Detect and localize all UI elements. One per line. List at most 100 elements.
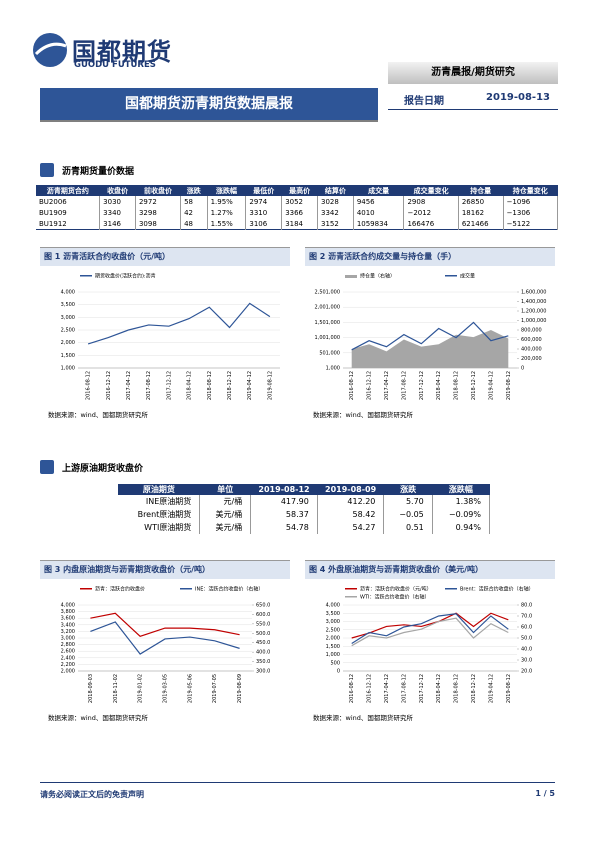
date-label: 报告日期 xyxy=(404,96,444,107)
cell: 1.38% xyxy=(432,495,491,508)
y2-tick-label: 80.0 xyxy=(521,603,532,609)
y-tick-label: 1,500 xyxy=(326,644,340,650)
cell: −0.05 xyxy=(383,508,433,521)
cell: 9456 xyxy=(353,196,405,207)
legend-swatch xyxy=(445,588,457,590)
cell: 4010 xyxy=(353,207,405,218)
cell: 166476 xyxy=(403,218,459,230)
cell: 5.70 xyxy=(383,495,433,508)
cell: 54.27 xyxy=(317,521,385,534)
x-tick-label: 2017-12-12 xyxy=(419,371,425,400)
heading-text: 沥青期货量价数据 xyxy=(62,166,135,177)
y-tick-label: 4,000 xyxy=(61,603,75,609)
cell: 48 xyxy=(180,218,208,230)
line xyxy=(351,612,509,639)
y2-tick-label: 600.0 xyxy=(256,612,270,618)
y2-tick-label: 60.0 xyxy=(521,625,532,631)
y-tick-label: 0 xyxy=(337,669,340,675)
legend-swatch xyxy=(445,275,457,277)
header-cell: 涨跌幅 xyxy=(207,185,246,196)
x-tick-label: 2017-12-12 xyxy=(419,674,425,703)
y2-tick-label: 1,000,000 xyxy=(521,318,546,324)
cell: 3098 xyxy=(135,218,182,230)
x-tick-label: 2016-12-12 xyxy=(367,674,373,703)
cell: 3184 xyxy=(281,218,318,230)
header-row: 原油期货 单位 2019-08-12 2019-08-09 涨跌 涨跌幅 xyxy=(118,484,490,495)
y-tick-label: 2,200 xyxy=(61,662,75,668)
legend-swatch xyxy=(345,588,357,590)
y-tick-label: 2,600 xyxy=(61,649,75,655)
line xyxy=(351,617,509,647)
x-tick-label: 2018-04-12 xyxy=(436,674,442,703)
figure: 图 1 沥青活跃合约收盘价（元/吨） 1,000 1,500 2,000 2,500 3,… xyxy=(40,247,290,408)
legend-swatch xyxy=(345,596,357,598)
figure-source: 数据来源：wind、国都期货研究所 xyxy=(313,411,413,419)
header-cell: 涨跌 xyxy=(180,185,208,196)
x-tick-label: 2017-08-12 xyxy=(401,371,407,400)
y-tick-label: 3,000 xyxy=(61,315,75,321)
legend-swatch xyxy=(180,588,192,590)
x-tick-label: 2017-12-12 xyxy=(166,371,172,400)
cell: WTI原油期货 xyxy=(118,521,201,534)
x-tick-label: 2016-08-12 xyxy=(86,371,92,400)
cell: 3298 xyxy=(135,207,182,218)
header-cell: 持仓量 xyxy=(458,185,504,196)
cell: −1306 xyxy=(503,207,559,218)
y2-tick-label: 1,600,000 xyxy=(521,290,546,296)
cell: 42 xyxy=(180,207,208,218)
section-heading: 沥青期货量价数据 xyxy=(40,163,134,177)
cell: 2972 xyxy=(135,196,182,207)
x-tick-label: 2016-08-12 xyxy=(349,674,355,703)
y-tick-label: 501,000 xyxy=(319,350,340,356)
page-number: 1 / 5 xyxy=(535,789,555,798)
logo-text: 国都期货 xyxy=(72,38,172,66)
legend-swatch xyxy=(80,275,92,277)
row: BU2006 3030 2972 58 1.95% 2974 3052 3028 9456 290… xyxy=(36,196,559,207)
y2-tick-label: 800,000 xyxy=(521,328,542,334)
cell: BU1909 xyxy=(36,207,101,218)
cell: 3366 xyxy=(281,207,318,218)
cell: 621466 xyxy=(458,218,504,230)
y-tick-label: 3,600 xyxy=(61,616,75,622)
cell: 26850 xyxy=(458,196,504,207)
line xyxy=(90,612,240,638)
x-tick-label: 2017-08-12 xyxy=(146,371,152,400)
cell: INE原油期货 xyxy=(118,495,201,508)
cell: 58.37 xyxy=(250,508,318,521)
figure-title: 图 3 内盘原油期货与沥青期货收盘价（元/吨） xyxy=(40,561,290,579)
y-tick-label: 2,800 xyxy=(61,642,75,648)
y2-tick-label: 30.0 xyxy=(521,658,532,664)
cell: 1.55% xyxy=(207,218,247,230)
y-tick-label: 4,000 xyxy=(326,603,340,609)
cell: 美元/桶 xyxy=(199,508,252,521)
cell: 美元/桶 xyxy=(199,521,252,534)
logo-icon xyxy=(33,33,67,67)
cell: 3340 xyxy=(99,207,136,218)
chart: 2,0002,2002,4002,6002,8003,0003,2003,400… xyxy=(61,586,271,704)
row: INE原油期货 元/桶 417.90 412.20 5.70 1.38% xyxy=(118,495,491,508)
x-tick-label: 2018-11-02 xyxy=(113,674,119,703)
date: 2019-08-13 xyxy=(486,92,550,103)
heading-text: 上游原油期货收盘价 xyxy=(62,463,144,474)
cell: −5122 xyxy=(503,218,559,230)
y-tick-label: 2,001,000 xyxy=(315,305,340,311)
x-tick-label: 2017-08-12 xyxy=(401,674,407,703)
legend-label: 成交量 xyxy=(460,273,475,280)
y2-tick-label: 400,000 xyxy=(521,347,542,353)
cell: Brent原油期货 xyxy=(118,508,201,521)
cell: 3152 xyxy=(317,218,354,230)
cell: −1096 xyxy=(503,196,559,207)
y2-tick-label: 350.0 xyxy=(256,659,270,665)
logo-subtext: GUODU FUTURES xyxy=(74,60,156,70)
x-tick-label: 2018-04-12 xyxy=(436,371,442,400)
area xyxy=(351,330,509,368)
crude-table: 原油期货 单位 2019-08-12 2019-08-09 涨跌 涨跌幅 INE原油期货 元/… xyxy=(118,484,491,534)
x-tick-label: 2019-08-12 xyxy=(506,674,512,703)
y-tick-label: 3,800 xyxy=(61,609,75,615)
section-heading: 上游原油期货收盘价 xyxy=(40,460,143,474)
x-tick-label: 2019-05-06 xyxy=(187,674,193,703)
y-tick-label: 3,200 xyxy=(61,629,75,635)
x-tick-label: 2018-08-12 xyxy=(454,674,460,703)
y-tick-label: 2,000 xyxy=(61,340,75,346)
y-tick-label: 3,000 xyxy=(326,619,340,625)
